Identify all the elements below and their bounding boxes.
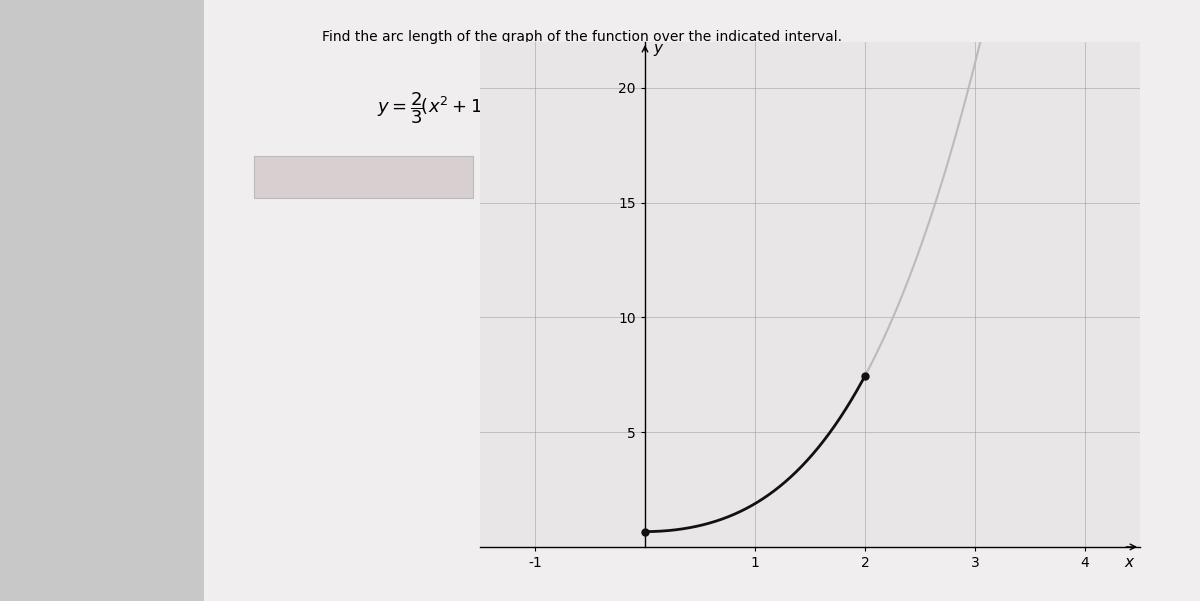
Text: $y = \dfrac{2}{3}\!\left(x^2 + 1\right)^{3/2}$: $y = \dfrac{2}{3}\!\left(x^2 + 1\right)^… (377, 90, 509, 126)
Text: y: y (654, 41, 662, 56)
FancyBboxPatch shape (254, 156, 473, 198)
Text: Find the arc length of the graph of the function over the indicated interval.: Find the arc length of the graph of the … (323, 30, 842, 44)
Text: x: x (1124, 555, 1134, 570)
